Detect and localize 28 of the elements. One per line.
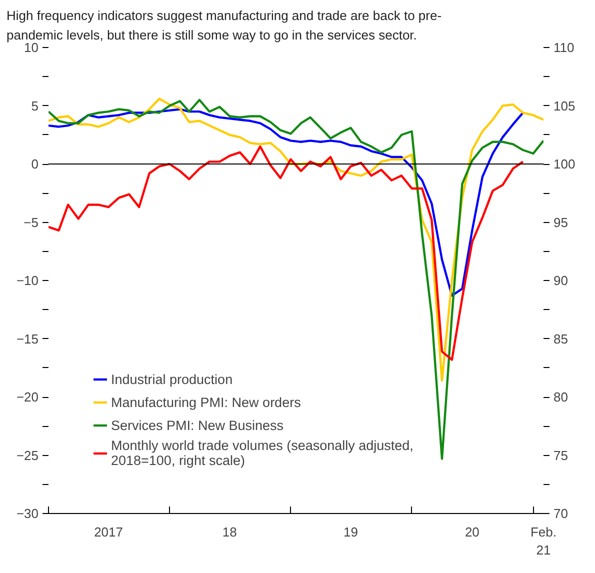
legend-label: Industrial production — [111, 371, 233, 387]
y-tick-label: 10 — [24, 40, 39, 55]
y2-tick-label: 95 — [554, 214, 568, 230]
y-tick-label: −25 — [16, 448, 39, 463]
chart-title: High frequency indicators suggest manufacturing and trade are back to pre-pandemic levels, but there is still some way to go in the services sector. — [6, 8, 442, 42]
y2-tick-label: 70 — [554, 506, 568, 521]
x-tick-label: 19 — [344, 524, 358, 540]
y2-tick-label: 105 — [554, 98, 576, 114]
y-tick-label: −5 — [24, 214, 39, 230]
y2-tick-label: 90 — [554, 273, 568, 288]
y-tick-label: −30 — [16, 506, 39, 521]
legend-label: Monthly world trade volumes (seasonally adjusted, 2018=100, right scale) — [111, 438, 414, 468]
legend-label: Manufacturing PMI: New orders — [111, 394, 301, 410]
y-tick-label: 0 — [31, 156, 39, 172]
legend-label: Services PMI: New Business — [111, 417, 284, 433]
y-tick-label: −10 — [16, 273, 39, 288]
y-tick-label: 5 — [31, 98, 39, 114]
y2-tick-label: 110 — [554, 40, 574, 55]
y2-tick-label: 75 — [554, 448, 568, 463]
y2-tick-label: 85 — [554, 331, 568, 346]
x-tick-label: 2017 — [94, 524, 124, 540]
x-tick-label: 18 — [222, 524, 237, 540]
x-tick-label: 20 — [464, 524, 480, 540]
y-tick-label: −20 — [16, 390, 39, 404]
y2-tick-label: 100 — [554, 156, 576, 172]
y-tick-label: −15 — [16, 331, 39, 346]
x-tick-label: Feb. 21 — [530, 524, 557, 558]
y2-tick-label: 80 — [554, 390, 568, 404]
